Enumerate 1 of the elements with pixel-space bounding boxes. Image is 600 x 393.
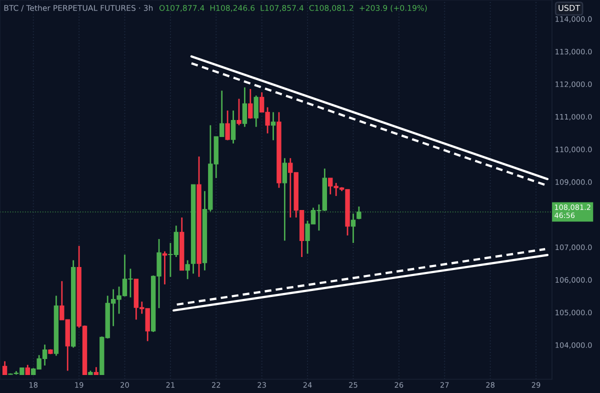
y-axis-title: USDT [558,4,580,11]
